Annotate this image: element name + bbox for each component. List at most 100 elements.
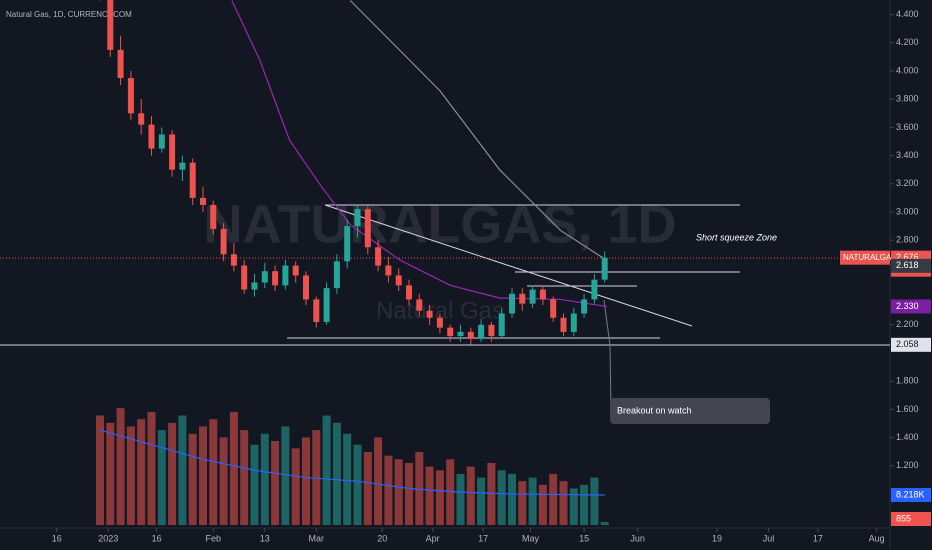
volume-bar (559, 481, 568, 525)
volume-bar (384, 455, 393, 525)
volume-bar (209, 419, 218, 525)
candle-body (220, 228, 227, 255)
volume-bar (219, 437, 228, 525)
drawings (0, 204, 890, 411)
candle-body (354, 209, 361, 227)
candle-body (416, 299, 423, 311)
candle-body (539, 289, 546, 300)
candle-body (127, 78, 134, 114)
candle-body (406, 285, 412, 300)
candle-body (591, 279, 598, 300)
y-tick-label: 3.000 (896, 206, 919, 216)
price-tag (891, 299, 931, 314)
candle-body (313, 299, 320, 322)
y-tick-label: 4.000 (896, 65, 919, 75)
callout-box (610, 398, 770, 424)
annotation: Short squeeze Zone (696, 232, 777, 242)
candle-body (272, 271, 279, 286)
x-tick-label: 15 (579, 533, 589, 543)
candle-body (478, 324, 485, 339)
x-tick-label: 19 (712, 533, 722, 543)
candle-body (436, 317, 443, 328)
x-tick-label: 13 (260, 533, 270, 543)
candle-body (241, 265, 248, 290)
x-tick-label: 17 (813, 533, 823, 543)
candle-body (158, 134, 165, 149)
trend-line (324, 204, 693, 327)
candle-body (395, 275, 402, 286)
candle-body (581, 299, 588, 314)
candle-body (169, 134, 176, 170)
volume-bar (466, 466, 475, 525)
volume-bar (271, 441, 280, 525)
volume-bar (137, 419, 146, 525)
price-tag-label: 2.330 (896, 301, 919, 311)
volume-bar (538, 484, 547, 525)
volume-bar (126, 426, 135, 525)
y-tick-label: 4.200 (896, 37, 919, 47)
x-tick-label: Jul (763, 533, 775, 543)
y-tick-label: 1.800 (896, 376, 919, 386)
volume-tag (891, 488, 931, 503)
candle-body (189, 162, 196, 198)
volume-bar (497, 470, 506, 525)
price-tag (891, 258, 931, 273)
candle-body (467, 331, 474, 339)
candle-body (210, 204, 217, 229)
volume-bar (157, 430, 166, 525)
candle-body (498, 313, 505, 337)
volume-bar (302, 437, 310, 525)
volume-bar (168, 422, 177, 525)
volume-ma-line (99, 429, 605, 496)
candle-body (601, 257, 608, 280)
volume-bar (178, 415, 187, 525)
x-tick-label: Apr (426, 533, 440, 543)
header-title[interactable]: Natural Gas, 1D, CURRENCYCOM (6, 10, 132, 19)
volume-bar (600, 521, 609, 525)
price-tag (891, 337, 931, 352)
y-tick-label: 4.400 (896, 9, 919, 19)
volume-bar (590, 477, 599, 525)
volume-bar (456, 473, 465, 525)
volume-bar (508, 473, 516, 525)
x-tick-label: Mar (309, 533, 325, 543)
x-tick-label: Jun (630, 533, 645, 543)
volume-bar (106, 422, 115, 525)
volume-bar (446, 459, 455, 525)
symbol-tag (840, 250, 890, 265)
x-tick-label: 2023 (98, 533, 118, 543)
candle-body (519, 293, 526, 304)
volume-bar (116, 408, 125, 525)
volume-bar (291, 448, 300, 525)
volume-bar (405, 462, 413, 525)
volume-tag (891, 512, 931, 526)
volume-bar (580, 484, 589, 525)
candle-body (457, 331, 464, 337)
callout-pointer (603, 299, 612, 411)
x-tick-label: 20 (377, 533, 387, 543)
candle-body (251, 282, 258, 290)
candle-body (282, 265, 289, 286)
candle-body (426, 310, 433, 318)
y-tick-label: 3.200 (896, 178, 919, 188)
candle-body (107, 0, 114, 50)
candle-body (385, 265, 392, 276)
candle-body (550, 299, 557, 318)
volume-bar (487, 462, 496, 525)
volume-bar (518, 481, 527, 525)
volume-bar (374, 437, 383, 525)
y-tick-label: 1.200 (896, 460, 919, 470)
candle-body (509, 293, 515, 314)
y-tick-label: 1.600 (896, 404, 919, 414)
candle-body (148, 124, 155, 149)
price-tag-label: 2.058 (896, 339, 919, 349)
candle-body (333, 261, 340, 289)
volume-bar (281, 426, 290, 525)
y-tick-label: 3.600 (896, 122, 919, 132)
x-tick-label: 16 (152, 533, 162, 543)
candle-body (570, 313, 577, 332)
volume-bar (260, 433, 269, 525)
volume-tag-label: 855 (896, 513, 911, 523)
x-tick-label: Aug (869, 533, 885, 543)
